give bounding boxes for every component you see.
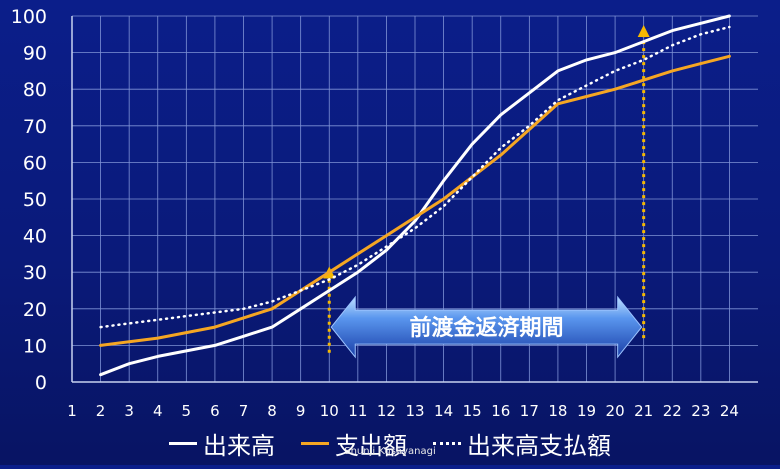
series-line-2 xyxy=(99,25,731,329)
y-tick-label: 100 xyxy=(11,6,47,28)
axes xyxy=(71,16,758,383)
y-tick-label: 0 xyxy=(35,372,47,394)
legend-item-expenditure: 支出額 xyxy=(301,426,407,461)
legend-label-payment: 出来高支払額 xyxy=(467,431,611,460)
x-tick-label: 8 xyxy=(267,402,277,420)
y-tick-label: 20 xyxy=(23,299,47,321)
x-tick-label: 22 xyxy=(663,402,682,420)
legend-label-expenditure: 支出額 xyxy=(335,431,407,460)
series-layer xyxy=(99,14,731,377)
x-tick-label: 19 xyxy=(577,402,596,420)
x-tick-label: 12 xyxy=(377,402,396,420)
legend-swatch-output xyxy=(169,441,197,445)
x-tick-label: 14 xyxy=(434,402,453,420)
x-tick-label: 18 xyxy=(548,402,567,420)
repayment-period-arrow xyxy=(330,295,643,359)
legend-swatch-expenditure xyxy=(301,441,329,445)
x-tick-label: 17 xyxy=(520,402,539,420)
x-tick-label: 6 xyxy=(210,402,220,420)
x-tick-label: 16 xyxy=(491,402,510,420)
y-tick-label: 30 xyxy=(23,262,47,284)
x-tick-label: 10 xyxy=(320,402,339,420)
y-tick-label: 80 xyxy=(23,79,47,101)
legend-item-output: 出来高 xyxy=(169,426,275,461)
y-tick-label: 10 xyxy=(23,335,47,357)
y-tick-label: 90 xyxy=(23,43,47,65)
series-line-0 xyxy=(99,14,731,377)
x-tick-label: 21 xyxy=(634,402,653,420)
y-tick-label: 40 xyxy=(23,226,47,248)
x-tick-label: 5 xyxy=(182,402,192,420)
x-tick-label: 23 xyxy=(691,402,710,420)
repayment-period-label: 前渡金返済期間 xyxy=(409,315,563,341)
x-tick-label: 13 xyxy=(405,402,424,420)
x-tick-label: 3 xyxy=(124,402,134,420)
x-tick-label: 2 xyxy=(96,402,106,420)
x-tick-label: 4 xyxy=(153,402,163,420)
y-tick-label: 60 xyxy=(23,152,47,174)
legend: 出来高 支出額 出来高支払額 xyxy=(0,425,780,461)
x-tick-label: 11 xyxy=(348,402,367,420)
legend-label-output: 出来高 xyxy=(203,431,275,460)
x-tick-label: 9 xyxy=(296,402,306,420)
x-tick-label: 20 xyxy=(606,402,625,420)
x-tick-label: 1 xyxy=(67,402,77,420)
legend-swatch-payment xyxy=(433,441,461,445)
annotation: 前渡金返済期間 xyxy=(323,24,650,359)
series-line-1 xyxy=(99,54,731,347)
y-tick-label: 50 xyxy=(23,189,47,211)
x-tick-label: 24 xyxy=(720,402,739,420)
x-tick-label: 7 xyxy=(239,402,249,420)
y-tick-label: 70 xyxy=(23,116,47,138)
end-marker-arrowhead xyxy=(637,24,650,37)
x-tick-label: 15 xyxy=(463,402,482,420)
legend-item-payment: 出来高支払額 xyxy=(433,426,611,461)
